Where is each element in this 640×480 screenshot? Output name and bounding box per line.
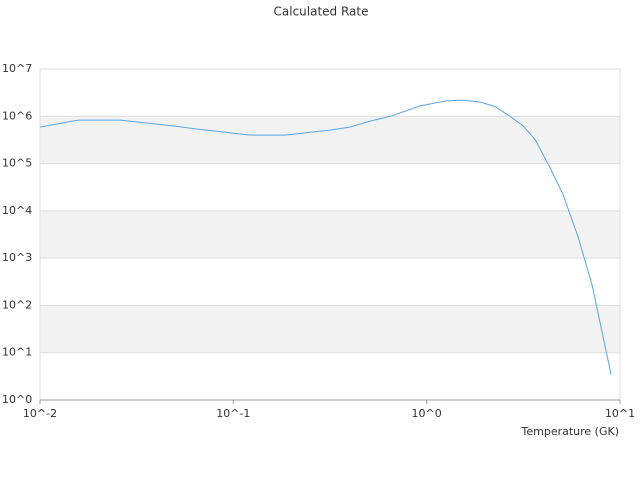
y-tick-label: 10^5 bbox=[2, 157, 32, 170]
x-tick-label: 10^0 bbox=[412, 407, 442, 420]
y-tick-label: 10^3 bbox=[2, 251, 32, 264]
y-tick-label: 10^0 bbox=[2, 393, 32, 406]
y-tick-label: 10^1 bbox=[2, 346, 32, 359]
grid-band bbox=[40, 210, 620, 259]
x-tick-label: 10^-1 bbox=[216, 407, 250, 420]
line bbox=[39, 99, 612, 375]
y-tick-label: 10^2 bbox=[2, 298, 32, 311]
chart-title: Calculated Rate bbox=[274, 5, 369, 19]
y-tick-label: 10^7 bbox=[2, 62, 32, 75]
x-axis-label: Temperature (GK) bbox=[521, 425, 620, 438]
y-tick-label: 10^6 bbox=[2, 109, 32, 122]
grid-band bbox=[40, 116, 620, 164]
y-tick-label: 10^4 bbox=[2, 204, 32, 217]
x-tick-label: 10^-2 bbox=[23, 407, 57, 420]
grid-band bbox=[40, 305, 620, 353]
x-tick-label: 10^1 bbox=[605, 407, 635, 420]
